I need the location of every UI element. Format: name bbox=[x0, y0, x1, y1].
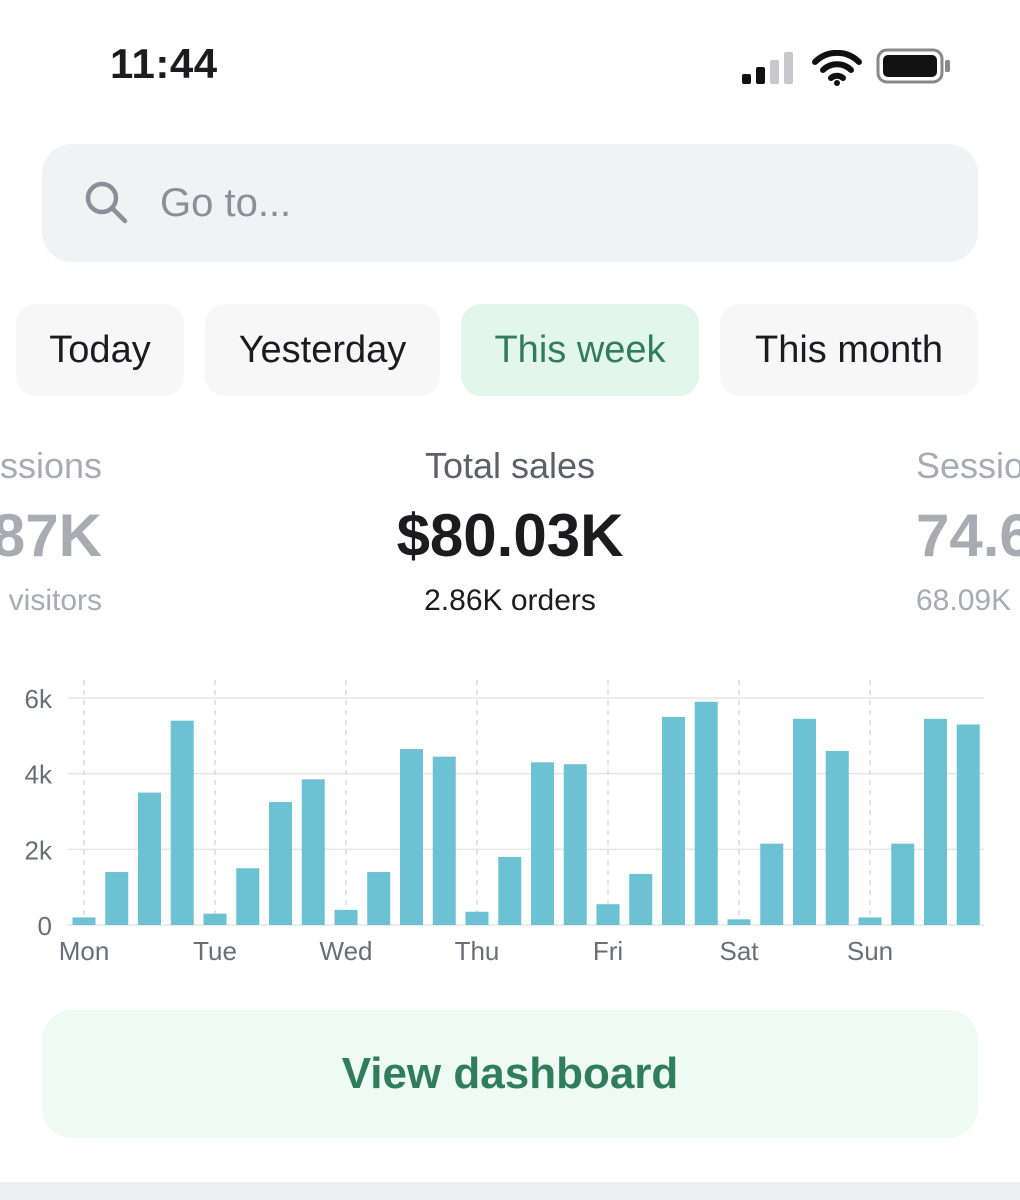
x-tick-label: Tue bbox=[193, 936, 237, 966]
sales-bar-chart: 0 2k 4k 6k Mon Tue Wed Thu Fri Sat Sun bbox=[25, 680, 984, 966]
range-yesterday[interactable]: Yesterday bbox=[205, 304, 440, 396]
bar bbox=[694, 701, 718, 925]
metric-sessions-left[interactable]: Sessions 87K visitors bbox=[0, 445, 102, 618]
wifi-icon bbox=[812, 50, 862, 86]
metric-sub: visitors bbox=[8, 584, 102, 617]
bar bbox=[465, 911, 489, 925]
bar bbox=[956, 724, 980, 925]
y-tick-label: 4k bbox=[25, 760, 53, 790]
bar bbox=[793, 718, 816, 925]
search-input[interactable]: Go to... bbox=[42, 144, 978, 262]
x-tick-label: Fri bbox=[593, 936, 623, 966]
y-tick-label: 2k bbox=[25, 835, 53, 865]
bar bbox=[72, 917, 96, 925]
metric-sub: 68.09K bbox=[916, 584, 1012, 617]
metric-label: Total sales bbox=[424, 445, 596, 486]
bar bbox=[138, 792, 161, 925]
range-this-month[interactable]: This month bbox=[720, 304, 978, 396]
metric-sessions-right[interactable]: Sessions 74.6 68.09K bbox=[916, 445, 1020, 618]
bar bbox=[301, 779, 325, 925]
y-tick-label: 0 bbox=[38, 911, 52, 941]
x-tick-label: Sat bbox=[719, 936, 759, 966]
bar bbox=[203, 913, 227, 925]
bar bbox=[400, 749, 423, 925]
metric-value: 87K bbox=[0, 502, 102, 569]
bar bbox=[334, 909, 358, 925]
bar bbox=[269, 802, 292, 925]
bar bbox=[105, 872, 129, 925]
view-dashboard-button[interactable]: View dashboard bbox=[42, 1010, 978, 1138]
x-tick-label: Sun bbox=[847, 936, 893, 966]
status-icons bbox=[742, 48, 952, 88]
status-time: 11:44 bbox=[110, 40, 218, 87]
search-placeholder: Go to... bbox=[160, 181, 292, 225]
x-tick-label: Wed bbox=[320, 936, 373, 966]
bar bbox=[498, 856, 522, 925]
battery-icon bbox=[876, 48, 950, 84]
bar bbox=[891, 843, 915, 925]
bar bbox=[629, 873, 653, 925]
range-today[interactable]: Today bbox=[16, 304, 184, 396]
metric-value: 74.6 bbox=[916, 502, 1020, 569]
bar bbox=[432, 756, 456, 925]
bar bbox=[531, 762, 554, 925]
bar bbox=[760, 843, 784, 925]
bottom-divider bbox=[0, 1182, 1020, 1200]
bar bbox=[924, 718, 947, 925]
metric-value: $80.03K bbox=[396, 502, 624, 569]
bar bbox=[170, 720, 194, 925]
range-this-week[interactable]: This week bbox=[461, 304, 699, 396]
bar bbox=[563, 764, 587, 925]
x-tick-label: Mon bbox=[59, 936, 110, 966]
bar bbox=[662, 716, 685, 925]
y-tick-label: 6k bbox=[25, 684, 53, 714]
metric-label: Sessions bbox=[916, 445, 1020, 486]
bar bbox=[825, 750, 849, 925]
search-icon bbox=[85, 181, 128, 224]
bar bbox=[727, 919, 751, 925]
bar bbox=[858, 917, 882, 925]
metric-sub: 2.86K orders bbox=[424, 584, 596, 617]
cellular-signal-icon bbox=[742, 52, 793, 84]
x-tick-label: Thu bbox=[455, 936, 500, 966]
metric-total-sales[interactable]: Total sales $80.03K 2.86K orders bbox=[310, 445, 710, 618]
bar bbox=[596, 904, 620, 925]
bar bbox=[236, 868, 260, 925]
bar bbox=[367, 872, 391, 925]
metric-label: Sessions bbox=[0, 445, 102, 486]
